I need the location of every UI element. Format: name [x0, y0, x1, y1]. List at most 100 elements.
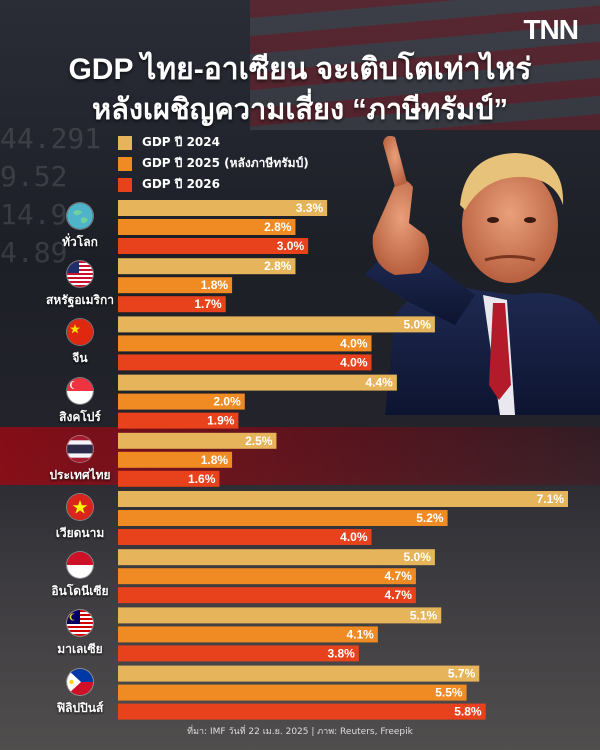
country-name: สหรัฐอเมริกา: [46, 293, 114, 308]
bar-5-series-0: [118, 491, 568, 507]
bar-3-series-2: [118, 412, 239, 429]
malaysia-flag-icon: [67, 610, 93, 637]
bar-8-series-1: [118, 684, 467, 701]
background-flag: [250, 0, 600, 130]
pointing-man-image: [365, 135, 600, 415]
bar-value-label: 1.6%: [188, 472, 216, 486]
country-label-8: ฟิลิปปินส์: [40, 668, 120, 718]
bar-2-series-0: [118, 316, 435, 333]
legend-swatch: [118, 156, 132, 171]
legend-item-2025: GDP ปี 2025 (หลังภาษีทรัมป์): [118, 153, 309, 174]
country-name: ทั่วโลก: [62, 235, 98, 249]
legend-label: GDP ปี 2025 (หลังภาษีทรัมป์): [142, 156, 309, 170]
bar-6-series-1: [118, 568, 416, 585]
bar-value-label: 1.9%: [207, 414, 235, 428]
country-name: มาเลเซีย: [57, 642, 103, 657]
bar-value-label: 2.0%: [213, 395, 241, 409]
bar-value-label: 4.0%: [340, 336, 368, 350]
country-label-0: ทั่วโลก: [40, 203, 120, 252]
bar-4-series-0: [118, 432, 277, 449]
bar-value-label: 4.4%: [366, 376, 394, 390]
bar-value-label: 4.0%: [340, 355, 368, 369]
page-subtitle: หลังเผชิญความเสี่ยง “ภาษีทรัมป์”: [92, 94, 508, 126]
ticker-line: 4.89: [0, 236, 68, 269]
bar-5-series-2: [118, 529, 372, 545]
bar-value-label: 2.8%: [264, 259, 292, 273]
bar-1-series-2: [118, 296, 226, 313]
bar-6-series-0: [118, 549, 435, 566]
bar-1-series-0: [118, 258, 296, 275]
us-flag-icon: [67, 261, 93, 288]
country-label-3: สิงคโปร์: [40, 377, 120, 427]
bar-value-label: 5.1%: [410, 608, 438, 622]
bar-value-label: 4.7%: [385, 588, 413, 602]
country-name: ฟิลิปปินส์: [56, 700, 104, 715]
singapore-flag-icon: [67, 377, 93, 404]
bar-3-series-0: [118, 374, 397, 391]
bar-5-series-1: [118, 510, 448, 526]
bar-value-label: 5.7%: [448, 667, 476, 681]
vietnam-flag-icon: [67, 494, 93, 520]
bar-value-label: 3.8%: [327, 646, 355, 660]
bar-value-label: 2.5%: [245, 434, 273, 448]
country-label-2: จีน: [40, 319, 120, 368]
country-name: อินโดนีเซีย: [51, 584, 109, 599]
legend-label: GDP ปี 2024: [142, 135, 220, 149]
bar-4-series-1: [118, 451, 233, 468]
bar-value-label: 3.3%: [296, 201, 324, 215]
bar-value-label: 5.8%: [454, 705, 482, 719]
source-footer: ที่มา: IMF วันที่ 22 เม.ย. 2025 | ภาพ: R…: [187, 727, 413, 737]
bar-value-label: 5.0%: [404, 550, 432, 564]
bar-4-series-2: [118, 470, 220, 487]
country-label-4: ประเทศไทย: [40, 435, 120, 485]
bar-1-series-1: [118, 277, 233, 294]
legend-item-2024: GDP ปี 2024: [118, 132, 309, 153]
bar-3-series-1: [118, 393, 245, 410]
bar-value-label: 1.8%: [201, 278, 229, 292]
china-flag-icon: [67, 319, 93, 346]
bar-value-label: 5.2%: [416, 511, 444, 525]
bar-8-series-2: [118, 703, 486, 720]
bar-0-series-0: [118, 200, 328, 216]
bar-value-label: 5.0%: [404, 317, 432, 331]
bar-2-series-1: [118, 335, 372, 352]
country-label-7: มาเลเซีย: [40, 610, 120, 659]
thailand-flag-icon: [67, 435, 93, 462]
country-label-6: อินโดนีเซีย: [40, 552, 120, 601]
bar-0-series-2: [118, 238, 309, 254]
country-label-5: เวียดนาม: [40, 494, 120, 543]
bar-7-series-0: [118, 607, 442, 624]
bar-8-series-0: [118, 665, 480, 682]
country-name: สิงคโปร์: [59, 409, 101, 424]
bar-value-label: 4.0%: [340, 530, 368, 544]
bar-value-label: 3.0%: [277, 239, 305, 253]
ticker-line: 9.52: [0, 160, 68, 193]
page-title: GDP ไทย-อาเซียน จะเติบโตเท่าไหร่: [68, 53, 532, 86]
bar-value-label: 7.1%: [537, 492, 565, 506]
ticker-line: 44.291: [0, 122, 102, 155]
chart-legend: GDP ปี 2024 GDP ปี 2025 (หลังภาษีทรัมป์)…: [118, 132, 309, 195]
legend-swatch: [118, 177, 132, 192]
background-ticker: 44.291 9.52 14.9 4.89: [0, 120, 250, 340]
bar-value-label: 4.7%: [385, 569, 413, 583]
country-name: เวียดนาม: [55, 526, 105, 540]
country-label-1: สหรัฐอเมริกา: [40, 261, 120, 310]
legend-swatch: [118, 135, 132, 150]
bar-value-label: 5.5%: [435, 686, 463, 700]
tnn-logo: TNN: [523, 14, 579, 45]
country-name: จีน: [72, 351, 88, 366]
country-name: ประเทศไทย: [49, 467, 111, 482]
bar-7-series-1: [118, 626, 378, 643]
highlight-band: [0, 427, 600, 485]
bar-value-label: 4.1%: [346, 627, 374, 641]
bar-value-label: 1.7%: [194, 297, 222, 311]
legend-item-2026: GDP ปี 2026: [118, 174, 309, 195]
bar-2-series-2: [118, 354, 372, 371]
bar-0-series-1: [118, 219, 296, 235]
legend-label: GDP ปี 2026: [142, 177, 220, 191]
bar-value-label: 1.8%: [201, 453, 229, 467]
ticker-line: 14.9: [0, 198, 68, 231]
globe-icon: [67, 203, 93, 229]
bar-6-series-2: [118, 587, 416, 604]
